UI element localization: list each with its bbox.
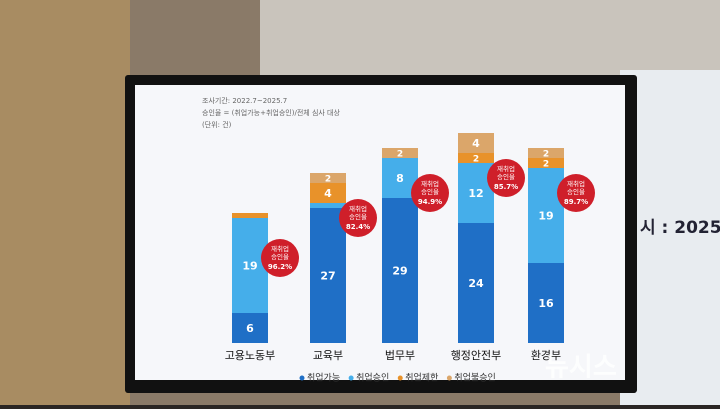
rate-circle — [557, 174, 595, 212]
bar-segment — [382, 148, 418, 158]
data-label: 19 — [538, 210, 553, 223]
data-label: 29 — [392, 265, 407, 278]
rate-label: 89.7% — [564, 198, 588, 206]
rate-title: 재취업 — [271, 245, 289, 253]
bar-segment — [232, 218, 268, 313]
bar-segment — [232, 213, 268, 218]
bar-segment — [310, 183, 346, 203]
rate-label: 96.2% — [268, 263, 292, 271]
note: (단위: 건) — [202, 120, 232, 129]
legend-label: 취업승인 — [356, 373, 389, 384]
bar-segment — [382, 198, 418, 343]
bar-segment — [310, 203, 346, 208]
rate-label: 94.9% — [418, 198, 442, 206]
legend-swatch — [446, 375, 452, 381]
data-label: 4 — [472, 137, 480, 150]
x-tick-label: 환경부 — [531, 349, 561, 362]
x-tick-label: 법무부 — [385, 349, 415, 362]
x-tick-label: 행정안전부 — [451, 349, 502, 362]
bar-segment — [310, 173, 346, 183]
legend-swatch — [348, 375, 354, 381]
data-label: 27 — [320, 270, 335, 283]
bar-segment — [528, 148, 564, 158]
legend-label: 취업불승인 — [454, 373, 495, 384]
rate-title: 승인율 — [349, 212, 367, 221]
rate-title: 재취업 — [421, 180, 439, 188]
legend-label: 취업가능 — [307, 373, 340, 384]
legend-swatch — [397, 375, 403, 381]
note: 승인율 = (취업가능+취업승인)/전체 심사 대상 — [202, 108, 340, 117]
bar-segment — [528, 263, 564, 343]
data-label: 24 — [468, 277, 484, 290]
blinds — [0, 0, 130, 405]
legend: 취업가능 취업승인 취업제한 취업불승인 — [299, 373, 496, 384]
data-label: 2 — [473, 155, 479, 165]
data-label: 2 — [397, 150, 403, 160]
ceiling — [260, 0, 720, 80]
rate-circle — [487, 159, 525, 197]
rate-label: 82.4% — [346, 223, 370, 231]
x-tick-label: 교육부 — [313, 349, 343, 362]
rate-title: 재취업 — [567, 180, 585, 188]
rate-title: 승인율 — [567, 187, 585, 196]
x-tick-label: 고용노동부 — [225, 349, 276, 362]
plot: 619고용노동부재취업승인율96.2%2742교육부재취업승인율82.4%298… — [225, 133, 595, 362]
data-label: 8 — [396, 172, 404, 185]
rate-title: 승인율 — [497, 172, 515, 181]
bar-segment — [458, 133, 494, 153]
bar-segment — [310, 208, 346, 343]
rate-title: 재취업 — [497, 165, 515, 173]
data-label: 19 — [242, 260, 257, 273]
data-label: 2 — [325, 175, 331, 185]
bar-segment — [528, 158, 564, 168]
data-label: 2 — [543, 150, 549, 160]
rate-label: 85.7% — [494, 183, 518, 191]
data-label: 16 — [538, 297, 554, 310]
bar-segment — [458, 153, 494, 163]
bar-segment — [458, 223, 494, 343]
rate-title: 승인율 — [271, 252, 289, 261]
note: 조사기간: 2022.7~2025.7 — [202, 96, 287, 105]
bar-segment — [232, 313, 268, 343]
rate-circle — [339, 199, 377, 237]
data-label: 6 — [246, 322, 254, 335]
backdrop-text: 시 : 2025. — [640, 218, 720, 238]
rate-title: 재취업 — [349, 205, 367, 213]
bar-segment — [528, 168, 564, 263]
legend-label: 취업제한 — [405, 373, 438, 384]
rate-circle — [411, 174, 449, 212]
rate-circle — [261, 239, 299, 277]
rate-title: 승인율 — [421, 187, 439, 196]
watermark: 뉴시스 — [545, 353, 617, 383]
data-label: 2 — [543, 160, 549, 170]
legend-swatch — [299, 375, 305, 381]
data-label: 12 — [468, 187, 483, 200]
data-label: 4 — [324, 187, 332, 200]
